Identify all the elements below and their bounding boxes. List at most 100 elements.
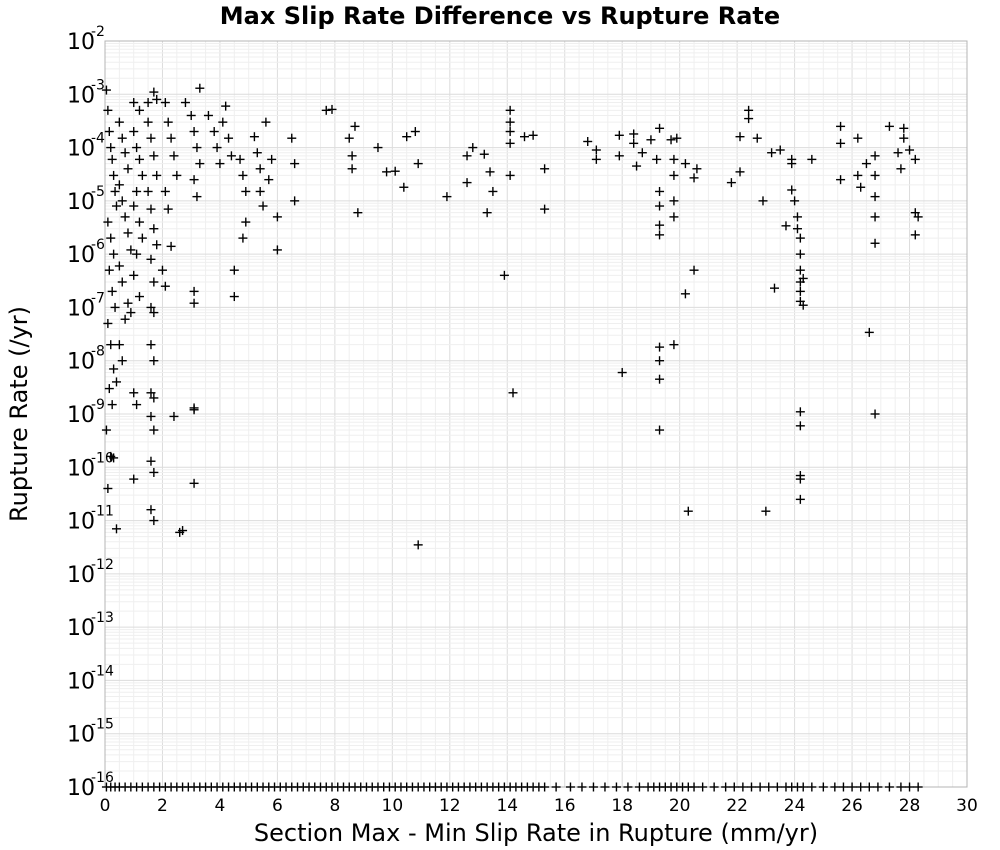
data-point bbox=[149, 308, 159, 318]
y-tick-label: 10-3 bbox=[67, 77, 105, 108]
floor-point bbox=[830, 782, 840, 792]
data-point bbox=[235, 154, 245, 164]
data-point bbox=[870, 170, 880, 180]
data-point bbox=[344, 133, 354, 143]
data-point bbox=[103, 483, 113, 493]
data-points bbox=[101, 83, 923, 550]
y-tick-base: 10 bbox=[67, 456, 95, 481]
data-point bbox=[218, 117, 228, 127]
data-point bbox=[149, 393, 159, 403]
y-tick-exponent: -13 bbox=[91, 610, 114, 626]
floor-point bbox=[798, 782, 808, 792]
y-tick-base: 10 bbox=[67, 723, 95, 748]
data-point bbox=[655, 220, 665, 230]
data-point bbox=[792, 224, 802, 234]
y-tick-exponent: -16 bbox=[91, 770, 114, 786]
data-point bbox=[798, 273, 808, 283]
data-point bbox=[132, 249, 142, 259]
data-point bbox=[683, 506, 693, 516]
y-tick-base: 10 bbox=[67, 776, 95, 801]
data-point bbox=[249, 132, 259, 142]
data-point bbox=[692, 164, 702, 174]
data-point bbox=[520, 132, 530, 142]
data-point bbox=[505, 170, 515, 180]
data-point bbox=[290, 196, 300, 206]
floor-point bbox=[818, 782, 828, 792]
data-point bbox=[353, 208, 363, 218]
y-tick-base: 10 bbox=[67, 510, 95, 535]
data-point bbox=[795, 233, 805, 243]
data-point bbox=[137, 170, 147, 180]
data-point bbox=[149, 151, 159, 161]
x-tick-label: 12 bbox=[439, 796, 461, 816]
data-point bbox=[632, 161, 642, 171]
data-point bbox=[132, 143, 142, 153]
y-tick-exponent: -15 bbox=[91, 717, 114, 733]
data-point bbox=[114, 340, 124, 350]
data-point bbox=[669, 212, 679, 222]
data-point bbox=[215, 159, 225, 169]
floor-point bbox=[896, 782, 906, 792]
y-tick-label: 10-6 bbox=[67, 237, 105, 268]
floor-point bbox=[913, 782, 923, 792]
data-point bbox=[413, 159, 423, 169]
data-point bbox=[402, 132, 412, 142]
data-point bbox=[101, 425, 111, 435]
y-tick-exponent: -4 bbox=[91, 131, 105, 147]
data-point bbox=[787, 159, 797, 169]
floor-point bbox=[856, 782, 866, 792]
data-point bbox=[505, 138, 515, 148]
data-point bbox=[129, 98, 139, 108]
data-point bbox=[103, 318, 113, 328]
data-point bbox=[172, 170, 182, 180]
grid bbox=[104, 41, 968, 788]
data-point bbox=[652, 154, 662, 164]
data-point bbox=[382, 167, 392, 177]
x-axis-ticks: 0 2 4 6 8 10 12 14 16 18 20 22 24 26 28 30 bbox=[100, 796, 978, 816]
data-point bbox=[836, 121, 846, 131]
data-point bbox=[655, 123, 665, 133]
floor-point bbox=[747, 782, 756, 792]
data-point bbox=[856, 182, 866, 192]
data-point bbox=[836, 175, 846, 185]
y-tick-base: 10 bbox=[67, 30, 95, 55]
x-tick-label: 14 bbox=[496, 796, 518, 816]
x-tick-label: 26 bbox=[841, 796, 863, 816]
data-point bbox=[195, 159, 205, 169]
data-point bbox=[347, 151, 357, 161]
y-tick-exponent: -5 bbox=[91, 184, 105, 200]
data-point bbox=[123, 228, 133, 238]
y-tick-exponent: -2 bbox=[91, 24, 105, 40]
y-tick-label: 10-9 bbox=[67, 397, 105, 428]
data-point bbox=[614, 130, 624, 140]
data-point bbox=[255, 164, 265, 174]
data-point bbox=[290, 159, 300, 169]
data-point bbox=[798, 300, 808, 310]
y-tick-exponent: -11 bbox=[91, 504, 114, 520]
y-axis-label: Rupture Rate (/yr) bbox=[5, 306, 33, 522]
y-tick-base: 10 bbox=[67, 83, 95, 108]
data-point bbox=[752, 133, 762, 143]
data-point bbox=[508, 388, 518, 398]
data-point bbox=[189, 405, 199, 415]
data-point bbox=[485, 167, 495, 177]
data-point bbox=[735, 132, 745, 142]
data-point bbox=[104, 265, 114, 275]
y-tick-exponent: -12 bbox=[91, 557, 114, 573]
data-point bbox=[744, 114, 754, 124]
data-point bbox=[110, 186, 120, 196]
y-tick-exponent: -3 bbox=[91, 77, 105, 93]
data-point bbox=[462, 151, 472, 161]
y-tick-base: 10 bbox=[67, 296, 95, 321]
data-point bbox=[241, 186, 251, 196]
data-point bbox=[350, 121, 360, 131]
data-point bbox=[488, 186, 498, 196]
y-axis-ticks: 10-210-310-410-510-610-710-810-910-1010-… bbox=[67, 24, 114, 801]
floor-point bbox=[623, 782, 633, 792]
data-point bbox=[870, 212, 880, 222]
data-point bbox=[617, 368, 627, 378]
data-point bbox=[143, 117, 153, 127]
data-point bbox=[807, 154, 817, 164]
data-point bbox=[853, 170, 863, 180]
